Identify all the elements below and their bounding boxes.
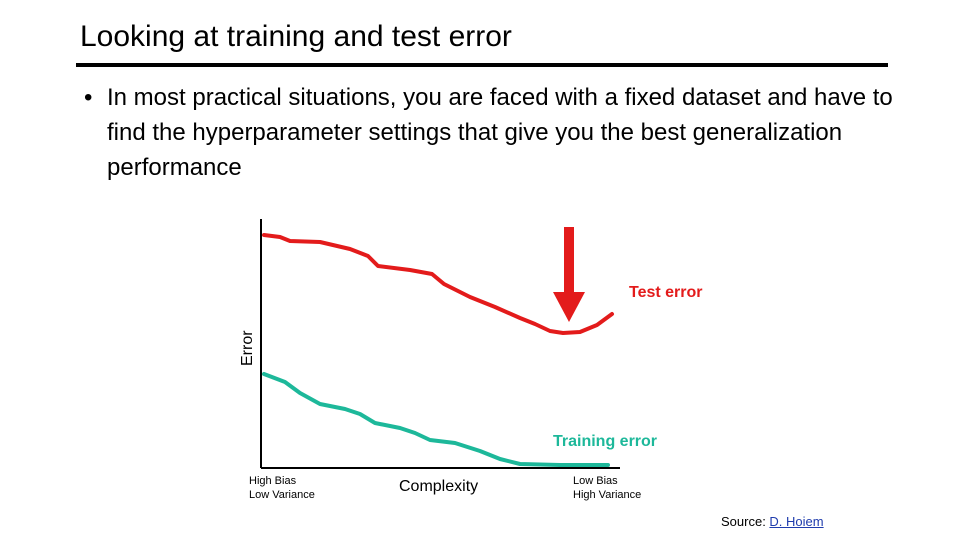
bullet-marker: • [84, 84, 93, 111]
x-axis-label: Complexity [399, 478, 478, 495]
source-credit: Source: D. Hoiem [721, 514, 824, 529]
right-caption-line1: Low Bias [573, 475, 618, 487]
test-error-label: Test error [629, 284, 703, 301]
right-caption-line2: High Variance [573, 489, 641, 501]
slide-title: Looking at training and test error [80, 20, 512, 53]
bullet-text: In most practical situations, you are fa… [107, 84, 893, 181]
source-link[interactable]: D. Hoiem [769, 514, 824, 529]
down-arrow-icon [553, 227, 585, 322]
title-underline [76, 63, 888, 67]
left-caption-line2: Low Variance [249, 489, 315, 501]
y-axis-label: Error [239, 330, 256, 366]
test-error-curve [262, 233, 614, 335]
source-prefix: Source: [721, 514, 770, 529]
training-error-curve [262, 372, 610, 467]
training-error-label: Training error [553, 433, 657, 450]
left-caption-line1: High Bias [249, 475, 297, 487]
